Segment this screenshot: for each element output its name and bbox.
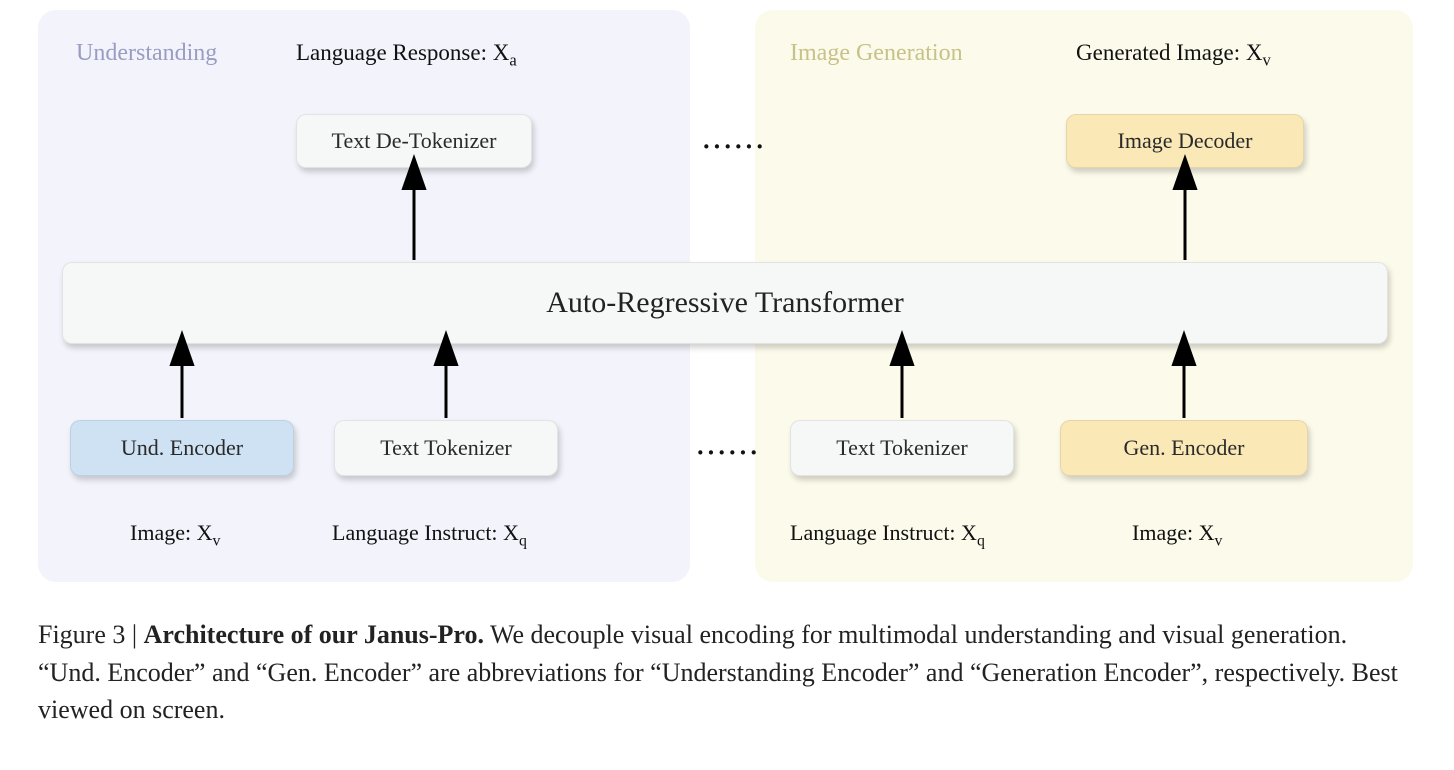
box-generation-encoder: Gen. Encoder <box>1060 420 1308 476</box>
label-understanding-title: Understanding <box>76 40 217 67</box>
label-text: Image: X <box>130 520 212 545</box>
label-subscript: q <box>977 532 985 549</box>
label-text: Image: X <box>1132 520 1214 545</box>
caption-title-bold: Architecture of our Janus-Pro. <box>144 620 484 649</box>
label-generation-title: Image Generation <box>790 40 963 67</box>
box-text-tokenizer-right: Text Tokenizer <box>790 420 1014 476</box>
label-language-instruct-left: Language Instruct: Xq <box>332 520 527 550</box>
label-text: Language Response: X <box>296 40 509 65</box>
label-image-xv-right: Image: Xv <box>1132 520 1222 550</box>
label-subscript: v <box>212 532 220 549</box>
label-dots-top: ······ <box>702 132 766 162</box>
label-generated-image: Generated Image: Xv <box>1076 40 1271 71</box>
label-text: Generated Image: X <box>1076 40 1262 65</box>
caption-figure-number: Figure 3 | <box>38 620 144 649</box>
label-text: Language Instruct: X <box>790 520 977 545</box>
label-dots-bottom: ······ <box>696 438 760 468</box>
figure-caption: Figure 3 | Architecture of our Janus-Pro… <box>38 616 1414 729</box>
box-text-tokenizer-left: Text Tokenizer <box>334 420 558 476</box>
label-subscript: q <box>519 532 527 549</box>
box-text-detokenizer: Text De-Tokenizer <box>296 114 532 168</box>
box-image-decoder: Image Decoder <box>1066 114 1304 168</box>
label-language-instruct-right: Language Instruct: Xq <box>790 520 985 550</box>
label-text: Language Instruct: X <box>332 520 519 545</box>
label-subscript: v <box>1262 51 1270 70</box>
label-subscript: v <box>1214 532 1222 549</box>
label-image-xv-left: Image: Xv <box>130 520 220 550</box>
diagram-stage: Understanding Image Generation Language … <box>0 0 1454 770</box>
box-understanding-encoder: Und. Encoder <box>70 420 294 476</box>
box-transformer: Auto-Regressive Transformer <box>62 262 1388 344</box>
label-language-response: Language Response: Xa <box>296 40 517 71</box>
label-subscript: a <box>509 51 516 70</box>
